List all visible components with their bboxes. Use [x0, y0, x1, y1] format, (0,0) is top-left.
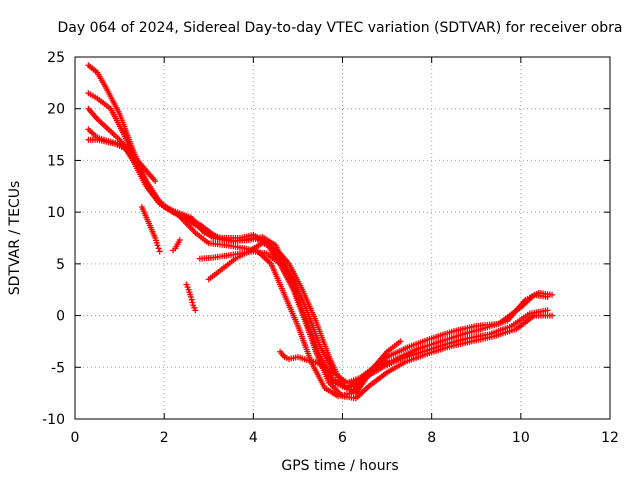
data-point: [384, 358, 391, 365]
x-axis-label: GPS time / hours: [281, 458, 398, 474]
y-tick-label: 5: [56, 257, 65, 273]
data-point: [397, 338, 404, 345]
x-tick-label: 10: [512, 430, 530, 446]
y-axis-label: SDTVAR / TECUs: [7, 181, 23, 296]
chart-title: Day 064 of 2024, Sidereal Day-to-day VTE…: [57, 20, 622, 36]
data-point: [155, 245, 162, 252]
data-point: [176, 237, 183, 244]
data-point: [188, 296, 195, 303]
data-point: [189, 299, 196, 306]
series-group: [138, 203, 163, 255]
data-point: [549, 312, 556, 319]
series-group: [183, 281, 199, 314]
y-tick-label: 10: [47, 205, 65, 221]
data-point: [187, 293, 194, 300]
data-point: [549, 291, 556, 298]
series-group: [170, 237, 183, 254]
data-points: [85, 62, 556, 402]
x-tick-label: 4: [249, 430, 258, 446]
data-point: [152, 178, 159, 185]
y-tick-label: 20: [47, 102, 65, 118]
series-group: [277, 348, 328, 371]
x-tick-label: 6: [338, 430, 347, 446]
y-tick-label: 25: [47, 50, 65, 66]
y-tick-label: 0: [56, 309, 65, 325]
y-tick-label: 15: [47, 153, 65, 169]
data-point: [321, 364, 328, 371]
data-point: [544, 307, 551, 314]
data-point: [154, 242, 161, 249]
x-tick-label: 12: [601, 430, 619, 446]
x-tick-label: 8: [427, 430, 436, 446]
y-tick-label: -5: [51, 360, 65, 376]
x-tick-label: 0: [71, 430, 80, 446]
x-tick-label: 2: [160, 430, 169, 446]
series-group: [85, 136, 159, 185]
series-group: [205, 240, 404, 397]
y-tick-label: -10: [42, 412, 65, 428]
data-point: [192, 307, 199, 314]
plot-frame: [74, 56, 611, 420]
data-point: [156, 248, 163, 255]
